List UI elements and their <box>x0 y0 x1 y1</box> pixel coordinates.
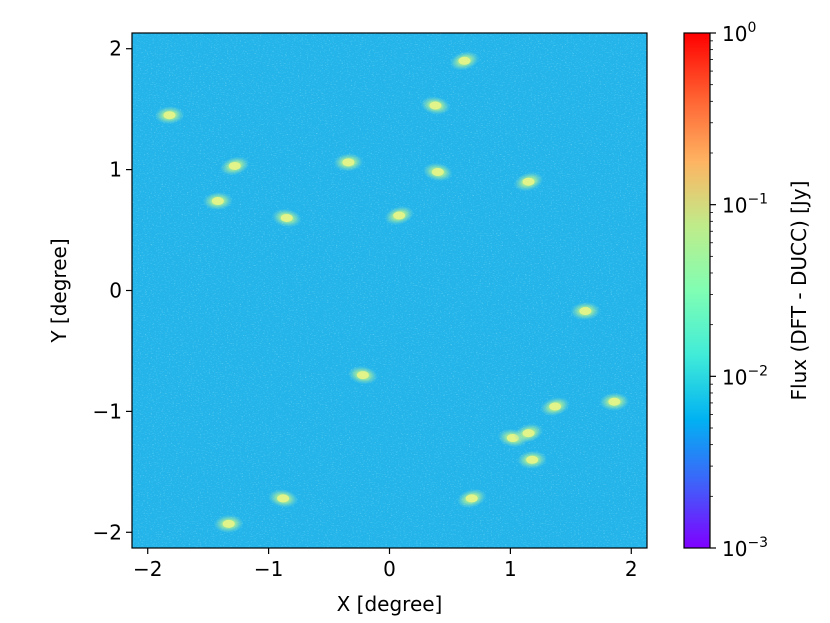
colorbar-tick-label: 10−1 <box>722 192 768 218</box>
y-tick-label: −2 <box>93 520 122 544</box>
source-blob <box>599 392 630 411</box>
source-blob <box>202 192 233 211</box>
source-blob <box>154 106 185 125</box>
sources-layer <box>154 51 630 533</box>
colorbar-tick-label: 100 <box>722 20 756 46</box>
source-blob <box>540 397 570 417</box>
source-blob <box>570 302 601 321</box>
colorbar-label: Flux (DFT - DUCC) [Jy] <box>787 181 811 401</box>
y-tick-label: 2 <box>109 37 122 61</box>
heatmap-image <box>132 33 647 548</box>
source-blob <box>384 206 414 226</box>
source-blob <box>213 514 244 533</box>
source-blob <box>422 162 453 182</box>
source-blob <box>348 365 378 385</box>
source-blob <box>333 153 364 172</box>
source-blob <box>420 96 451 115</box>
source-blob <box>268 489 298 508</box>
colorbar-tick-label: 10−2 <box>722 363 768 389</box>
x-axis-ticks: −2 −1 0 1 2 <box>133 548 638 581</box>
x-tick-label: −2 <box>133 557 162 581</box>
y-axis-ticks: −2 −1 0 1 2 <box>93 37 132 544</box>
colorbar-ticks: 10−3 10−2 10−1 100 <box>710 20 768 561</box>
y-tick-label: −1 <box>93 399 122 423</box>
x-tick-label: −1 <box>254 557 283 581</box>
y-tick-label: 1 <box>109 158 122 182</box>
colorbar <box>683 32 711 549</box>
y-axis-label: Y [degree] <box>47 238 71 343</box>
source-blob <box>513 423 544 443</box>
heatmap-noise-dark <box>132 33 647 548</box>
source-blob <box>513 172 544 192</box>
x-axis-label: X [degree] <box>337 592 443 616</box>
source-blob <box>271 208 302 228</box>
colorbar-tick-label: 10−3 <box>722 535 768 561</box>
source-blob <box>517 450 548 469</box>
x-tick-label: 1 <box>504 557 517 581</box>
source-blob <box>220 156 250 176</box>
y-tick-label: 0 <box>109 279 122 303</box>
x-tick-label: 2 <box>625 557 638 581</box>
x-tick-label: 0 <box>383 557 396 581</box>
source-blob <box>457 488 487 508</box>
source-blob <box>449 51 480 71</box>
